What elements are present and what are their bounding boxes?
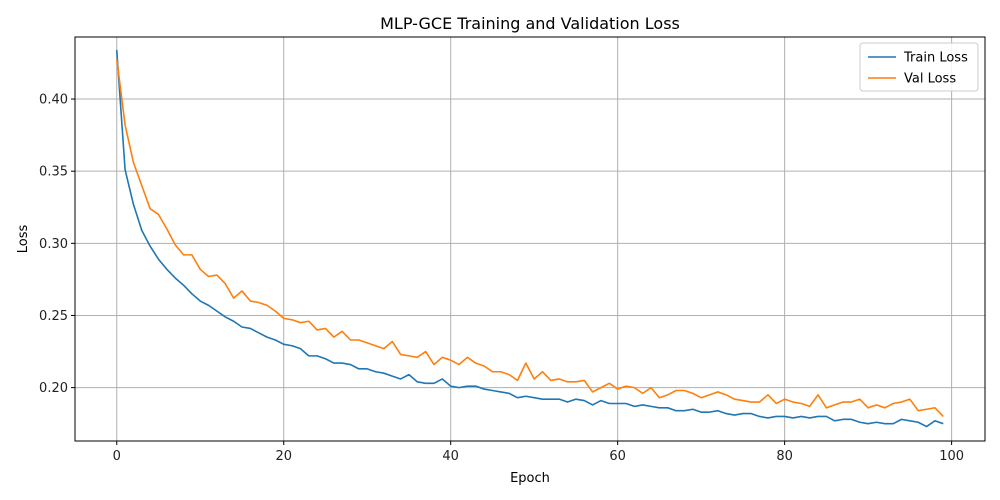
x-tick-label: 20 [275,449,292,464]
y-axis-ticks: 0.20 0.25 0.30 0.35 0.40 [39,93,75,396]
y-tick-label: 0.20 [39,381,68,396]
y-tick-label: 0.25 [39,309,68,324]
y-axis-label: Loss [16,225,31,254]
x-tick-label: 40 [442,449,459,464]
legend-label-train-loss: Train Loss [903,51,968,66]
x-axis-label: Epoch [510,471,550,486]
legend-label-val-loss: Val Loss [904,72,956,87]
series-layer [115,49,944,428]
series-line-val-loss [115,58,944,418]
y-tick-label: 0.35 [39,165,68,180]
y-tick-label: 0.30 [39,237,68,252]
x-tick-label: 100 [939,449,964,464]
grid-lines [75,37,985,441]
y-tick-label: 0.40 [39,93,68,108]
legend-box [859,42,979,92]
plot-area-frame [74,36,986,442]
chart-title: MLP-GCE Training and Validation Loss [380,14,680,33]
x-tick-label: 80 [776,449,793,464]
x-axis-ticks: 0 20 40 60 80 100 [113,441,964,464]
x-tick-label: 60 [609,449,626,464]
series-line-train-loss [115,49,944,428]
legend: Train Loss Val Loss [859,42,979,92]
x-tick-label: 0 [113,449,121,464]
